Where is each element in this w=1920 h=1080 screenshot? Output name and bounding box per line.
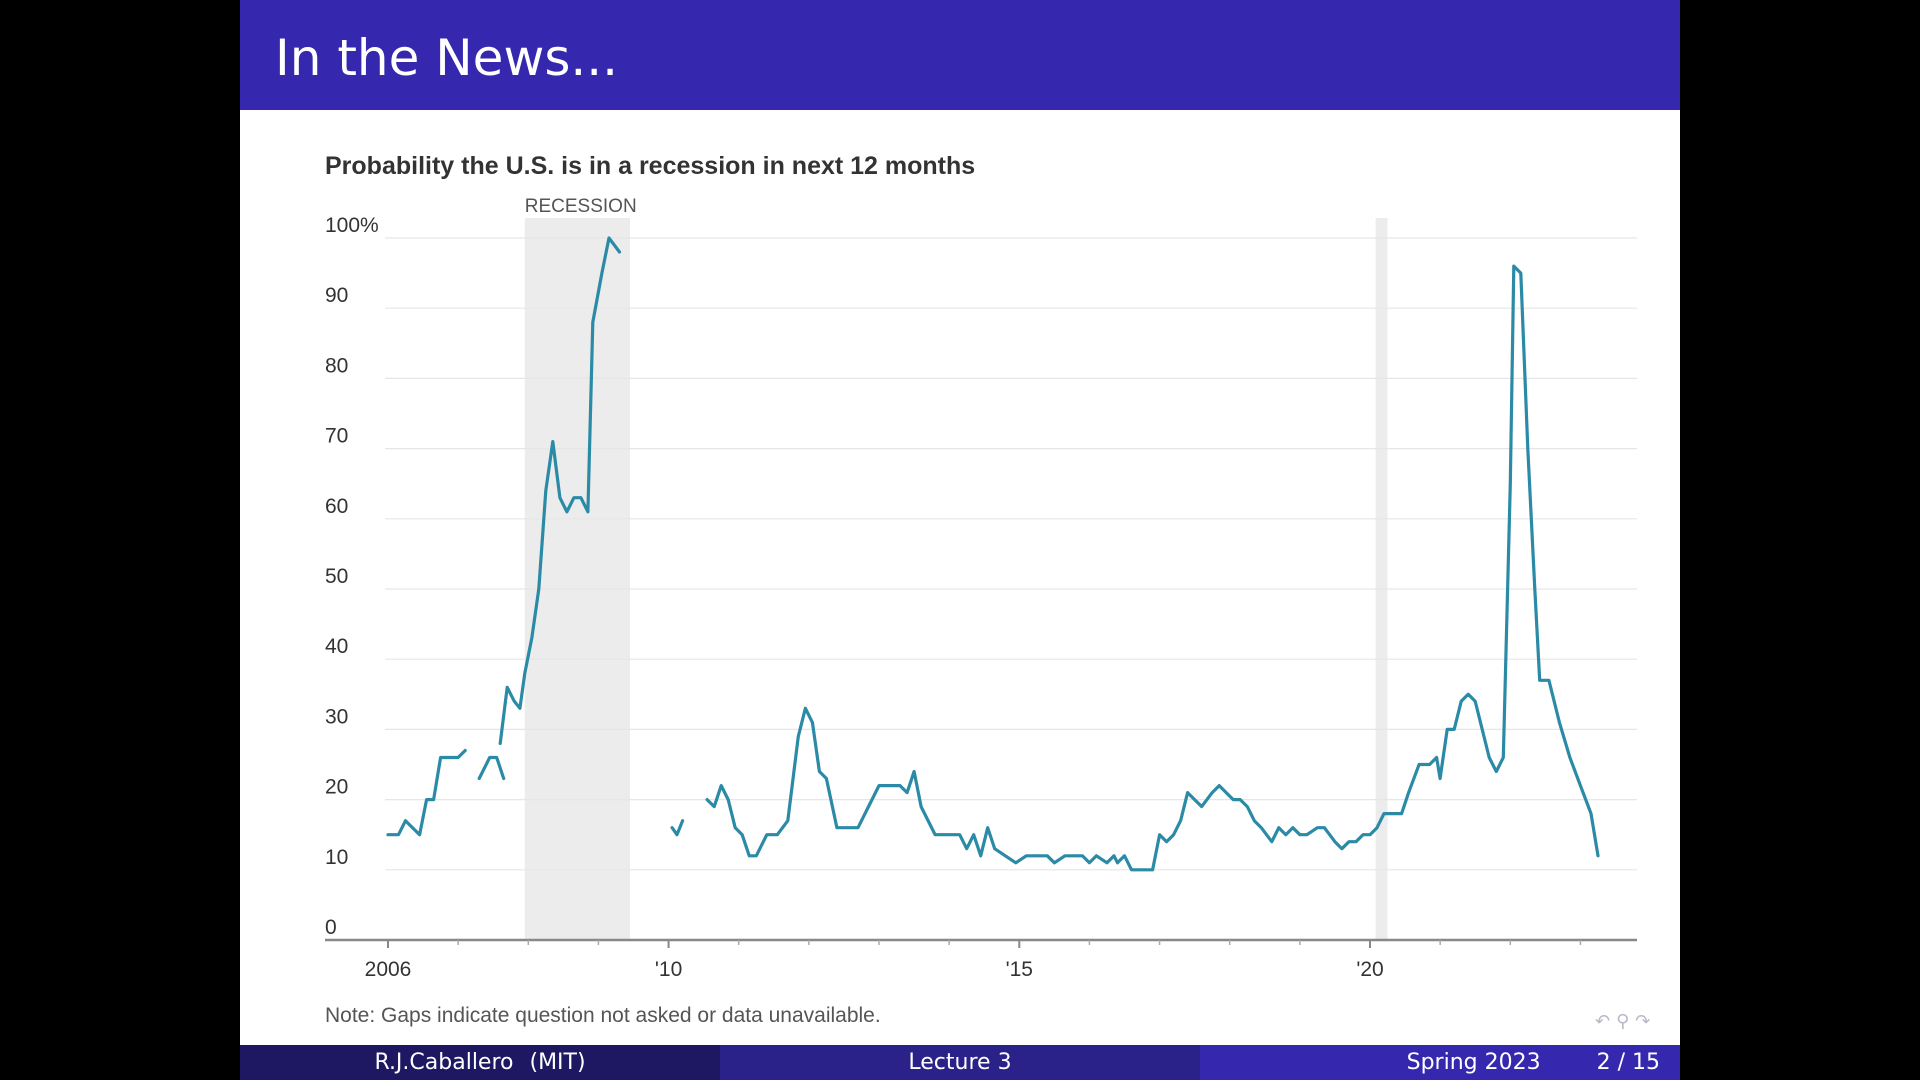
chart-note: Note: Gaps indicate question not asked o… xyxy=(325,1004,881,1027)
x-axis xyxy=(325,938,1637,948)
recession-label: RECESSION xyxy=(525,196,637,217)
title-bar: In the News... xyxy=(240,0,1680,110)
chart-title: Probability the U.S. is in a recession i… xyxy=(325,152,975,180)
tick-labels: 100% 90 80 70 60 50 40 30 20 10 0 2006 '10 '15 '20 xyxy=(325,214,1384,981)
footer-author-section: R.J.Caballero (MIT) xyxy=(240,1045,720,1080)
footer-bar: R.J.Caballero (MIT) Lecture 3 Spring 2023… xyxy=(240,1045,1680,1080)
y-tick-label: 100% xyxy=(325,214,379,237)
footer-lecture: Lecture 3 xyxy=(908,1050,1012,1075)
slide: In the News... RECESSION 100% 90 80 70 60 50 4… xyxy=(240,0,1680,1080)
undo-icon[interactable]: ↶ xyxy=(1595,1011,1611,1032)
series-segment-0 xyxy=(386,748,467,837)
recession-band-0 xyxy=(524,218,630,940)
recession-probability-chart: RECESSION 100% 90 80 70 60 50 40 30 20 10 0 2006 '10… xyxy=(325,152,1637,981)
footer-author: R.J.Caballero xyxy=(374,1050,514,1075)
footer-institution: (MIT) xyxy=(529,1050,586,1075)
y-tick-label: 50 xyxy=(325,565,348,588)
recession-shading: RECESSION xyxy=(524,196,1388,940)
y-tick-label: 60 xyxy=(325,495,348,518)
series-segment-2 xyxy=(498,236,622,746)
y-tick-label: 80 xyxy=(325,354,348,377)
x-tick-label: 2006 xyxy=(365,958,412,981)
x-tick-label: '10 xyxy=(655,958,682,981)
gridlines xyxy=(385,237,1637,871)
series-segment-1 xyxy=(477,755,506,781)
y-tick-label: 0 xyxy=(325,916,337,939)
beamer-navigation[interactable]: ↶ ⚲ ↷ xyxy=(1595,1012,1650,1032)
y-tick-label: 70 xyxy=(325,425,348,448)
slide-title: In the News... xyxy=(275,29,619,87)
series-segment-3 xyxy=(670,819,685,837)
redo-icon[interactable]: ↷ xyxy=(1635,1011,1651,1032)
series-segment-4 xyxy=(705,264,1600,872)
y-tick-label: 30 xyxy=(325,705,348,728)
x-tick-label: '15 xyxy=(1006,958,1033,981)
footer-lecture-section: Lecture 3 xyxy=(720,1045,1200,1080)
y-tick-label: 90 xyxy=(325,284,348,307)
footer-term-section: Spring 2023 2 / 15 xyxy=(1200,1045,1680,1080)
recession-band-1 xyxy=(1375,218,1388,940)
y-tick-label: 40 xyxy=(325,635,348,658)
search-icon[interactable]: ⚲ xyxy=(1616,1011,1630,1032)
y-tick-label: 10 xyxy=(325,846,348,869)
x-tick-label: '20 xyxy=(1356,958,1383,981)
footer-page-number: 2 / 15 xyxy=(1596,1050,1660,1075)
probability-series xyxy=(386,236,1600,872)
y-tick-label: 20 xyxy=(325,776,348,799)
footer-term: Spring 2023 xyxy=(1406,1050,1541,1075)
